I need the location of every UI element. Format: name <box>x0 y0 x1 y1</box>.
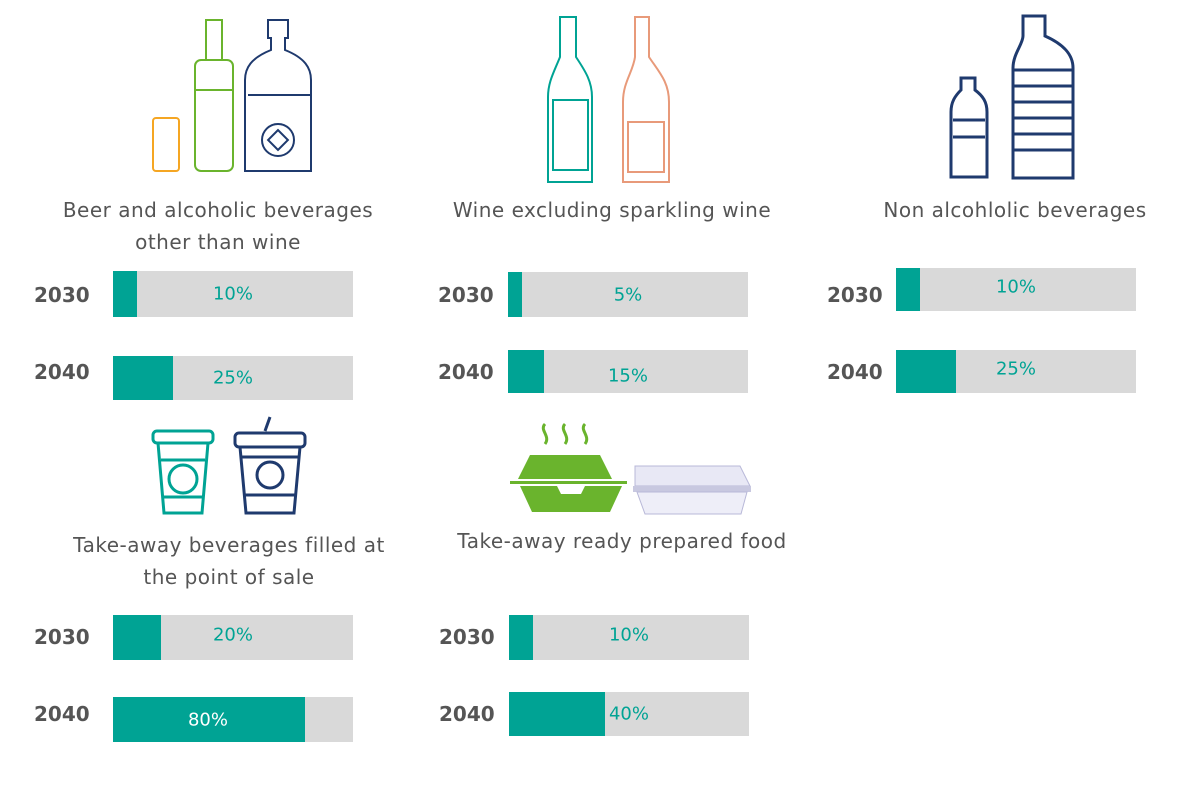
plastic-bottles-icon <box>949 14 1075 180</box>
bar-fill <box>113 615 161 660</box>
group-title: Non alcohlolic beverages <box>883 198 1147 222</box>
year-label: 2040 <box>438 360 494 384</box>
bar-track: 20% <box>113 615 353 660</box>
group-title: Take-away ready prepared food <box>457 529 787 553</box>
bar-label: 5% <box>613 284 643 305</box>
year-label: 2040 <box>439 702 495 726</box>
bar-fill <box>113 271 137 317</box>
bar-track: 10% <box>896 268 1136 311</box>
bar-track: 40% <box>509 692 749 736</box>
beer-can-bottle-icon <box>152 19 312 172</box>
bar-track: 10% <box>509 615 749 660</box>
bar-track: 25% <box>896 350 1136 393</box>
bar-label: 15% <box>607 365 648 387</box>
bar-fill <box>509 692 605 736</box>
bar-fill <box>896 350 956 393</box>
bar-label: 20% <box>212 624 253 646</box>
year-label: 2030 <box>34 625 90 649</box>
group-title: Take-away beverages filled at the point … <box>73 533 385 589</box>
bar-fill <box>896 268 920 311</box>
year-label: 2040 <box>34 360 90 384</box>
bar-track: 10% <box>113 271 353 317</box>
bar-fill <box>113 356 173 400</box>
year-label: 2030 <box>34 283 90 307</box>
bar-track: 80% <box>113 697 353 742</box>
bar-label: 25% <box>212 367 253 389</box>
takeaway-cups-icon <box>151 416 307 515</box>
bar-track: 15% <box>508 350 748 393</box>
year-label: 2040 <box>827 360 883 384</box>
bar-fill <box>509 615 533 660</box>
group-title: Beer and alcoholic beverages other than … <box>62 198 374 254</box>
bar-fill <box>113 697 305 742</box>
year-label: 2030 <box>827 283 883 307</box>
year-label: 2030 <box>438 283 494 307</box>
bar-label: 40% <box>608 703 649 725</box>
group-title: Wine excluding sparkling wine <box>452 198 772 222</box>
bar-fill <box>508 350 544 393</box>
wine-bottles-icon <box>547 16 670 183</box>
food-containers-icon <box>510 422 751 515</box>
bar-track: 25% <box>113 356 353 400</box>
bar-label: 10% <box>608 624 649 646</box>
bar-label: 10% <box>995 276 1036 298</box>
year-label: 2040 <box>34 702 90 726</box>
bar-label: 10% <box>212 283 253 305</box>
bar-label: 80% <box>187 709 228 730</box>
year-label: 2030 <box>439 625 495 649</box>
bar-fill <box>508 272 523 317</box>
bar-label: 25% <box>995 358 1036 380</box>
bar-track: 5% <box>508 272 748 317</box>
